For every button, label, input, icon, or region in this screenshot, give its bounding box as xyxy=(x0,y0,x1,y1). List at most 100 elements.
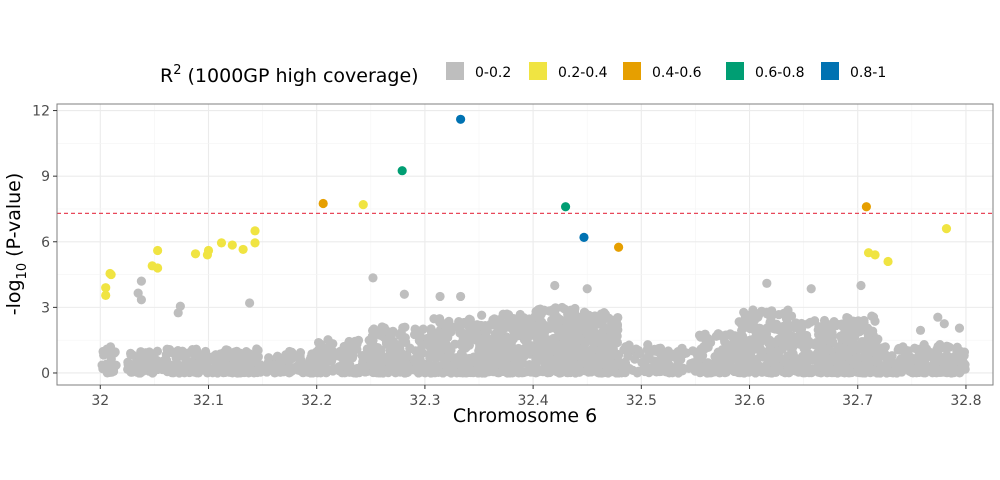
point-r2-0-0.2 xyxy=(479,322,489,332)
point-r2-0-0.2 xyxy=(102,368,112,378)
point-r2-0-0.2 xyxy=(910,343,920,353)
point-r2-0-0.2 xyxy=(486,346,496,356)
point-r2-0-0.2 xyxy=(619,345,629,355)
point-r2-0.2-0.4 xyxy=(250,238,260,248)
point-r2-0-0.2 xyxy=(734,317,744,327)
point-r2-0-0.2 xyxy=(894,343,904,354)
point-r2-0-0.2 xyxy=(444,361,454,371)
point-r2-0-0.2 xyxy=(960,364,970,374)
point-r2-0-0.2 xyxy=(558,332,568,342)
point-r2-0-0.2 xyxy=(632,368,642,378)
point-r2-0-0.2 xyxy=(751,327,761,337)
point-r2-0-0.2 xyxy=(642,344,653,354)
point-r2-0-0.2 xyxy=(438,368,448,378)
point-r2-0-0.2 xyxy=(861,358,871,368)
point-r2-0.2-0.4 xyxy=(153,245,163,256)
point-r2-0-0.2 xyxy=(259,366,269,376)
point-r2-0-0.2 xyxy=(803,335,813,345)
point-r2-0-0.2 xyxy=(221,364,231,374)
point-r2-0-0.2 xyxy=(572,321,583,331)
legend-label: 0.6-0.8 xyxy=(755,65,805,81)
point-r2-0-0.2 xyxy=(188,365,199,375)
point-r2-0.2-0.4 xyxy=(153,263,163,273)
point-r2-0-0.2 xyxy=(444,316,454,326)
point-r2-0-0.2 xyxy=(820,348,830,359)
point-r2-0-0.2 xyxy=(467,357,477,367)
point-r2-0-0.2 xyxy=(776,333,786,343)
x-axis-title: Chromosome 6 xyxy=(453,405,597,427)
point-r2-0-0.2 xyxy=(827,337,838,347)
point-r2-0-0.2 xyxy=(818,325,828,335)
x-tick-label: 32.8 xyxy=(950,393,981,409)
x-tick-label: 32 xyxy=(91,393,109,409)
point-r2-0.4-0.6 xyxy=(861,202,871,212)
point-r2-0-0.2 xyxy=(270,368,280,378)
point-r2-0-0.2 xyxy=(610,349,621,360)
point-r2-0-0.2 xyxy=(861,336,872,346)
legend-label: 0.4-0.6 xyxy=(652,65,702,81)
point-r2-0-0.2 xyxy=(178,349,188,359)
point-r2-0-0.2 xyxy=(717,365,727,376)
point-r2-0-0.2 xyxy=(439,353,449,363)
point-r2-0-0.2 xyxy=(368,273,378,283)
point-r2-0-0.2 xyxy=(805,317,815,328)
point-r2-0-0.2 xyxy=(272,351,283,361)
point-r2-0-0.2 xyxy=(673,361,684,371)
point-r2-0-0.2 xyxy=(401,359,411,369)
point-r2-0.2-0.4 xyxy=(106,269,116,280)
point-r2-0-0.2 xyxy=(612,321,623,331)
point-r2-0-0.2 xyxy=(734,349,744,359)
point-r2-0-0.2 xyxy=(369,324,379,334)
point-r2-0-0.2 xyxy=(703,342,713,353)
legend-title-main: R xyxy=(160,65,173,87)
point-r2-0-0.2 xyxy=(455,339,465,349)
point-r2-0-0.2 xyxy=(650,363,660,373)
point-r2-0-0.2 xyxy=(381,326,392,336)
point-r2-0-0.2 xyxy=(883,359,893,369)
background-points xyxy=(97,273,970,378)
point-r2-0-0.2 xyxy=(322,367,332,378)
point-r2-0-0.2 xyxy=(910,354,920,364)
point-r2-0.2-0.4 xyxy=(358,199,368,210)
point-r2-0.2-0.4 xyxy=(250,226,260,236)
point-r2-0-0.2 xyxy=(556,368,566,378)
point-r2-0-0.2 xyxy=(446,327,456,337)
point-r2-0-0.2 xyxy=(659,359,669,369)
point-r2-0-0.2 xyxy=(557,302,567,313)
point-r2-0-0.2 xyxy=(756,363,766,373)
legend-swatch xyxy=(726,62,744,80)
point-r2-0-0.2 xyxy=(459,352,469,362)
point-r2-0-0.2 xyxy=(252,344,262,354)
point-r2-0-0.2 xyxy=(264,353,274,363)
point-r2-0.2-0.4 xyxy=(941,224,952,234)
point-r2-0-0.2 xyxy=(767,356,777,366)
point-r2-0-0.2 xyxy=(194,352,204,362)
point-r2-0-0.2 xyxy=(897,367,907,377)
point-r2-0-0.2 xyxy=(516,351,526,361)
point-r2-0-0.2 xyxy=(187,345,198,355)
point-r2-0-0.2 xyxy=(952,346,962,356)
point-r2-0-0.2 xyxy=(867,311,877,321)
point-r2-0-0.2 xyxy=(847,316,857,326)
point-r2-0-0.2 xyxy=(550,280,560,291)
legend-label: 0.8-1 xyxy=(850,65,886,81)
point-r2-0-0.2 xyxy=(506,339,516,349)
point-r2-0-0.2 xyxy=(486,360,496,370)
point-r2-0-0.2 xyxy=(768,309,778,320)
x-axis: 32 32.1 32.2 32.3 32.4 32.5 32.6 32.7 32.8 xyxy=(91,385,982,409)
x-tick-label: 32.3 xyxy=(409,393,440,409)
point-r2-0-0.2 xyxy=(515,358,525,368)
x-tick-label: 32.5 xyxy=(626,393,657,409)
point-r2-0-0.2 xyxy=(771,363,781,373)
point-r2-0-0.2 xyxy=(326,356,337,366)
point-r2-0-0.2 xyxy=(456,291,466,302)
point-r2-0-0.2 xyxy=(245,298,255,308)
point-r2-0-0.2 xyxy=(768,337,778,347)
point-r2-0-0.2 xyxy=(323,335,333,345)
highlighted-points xyxy=(101,114,952,300)
point-r2-0-0.2 xyxy=(700,329,710,339)
point-r2-0.2-0.4 xyxy=(238,244,248,255)
point-r2-0-0.2 xyxy=(757,346,767,357)
point-r2-0-0.2 xyxy=(900,350,910,360)
point-r2-0-0.2 xyxy=(334,365,344,376)
